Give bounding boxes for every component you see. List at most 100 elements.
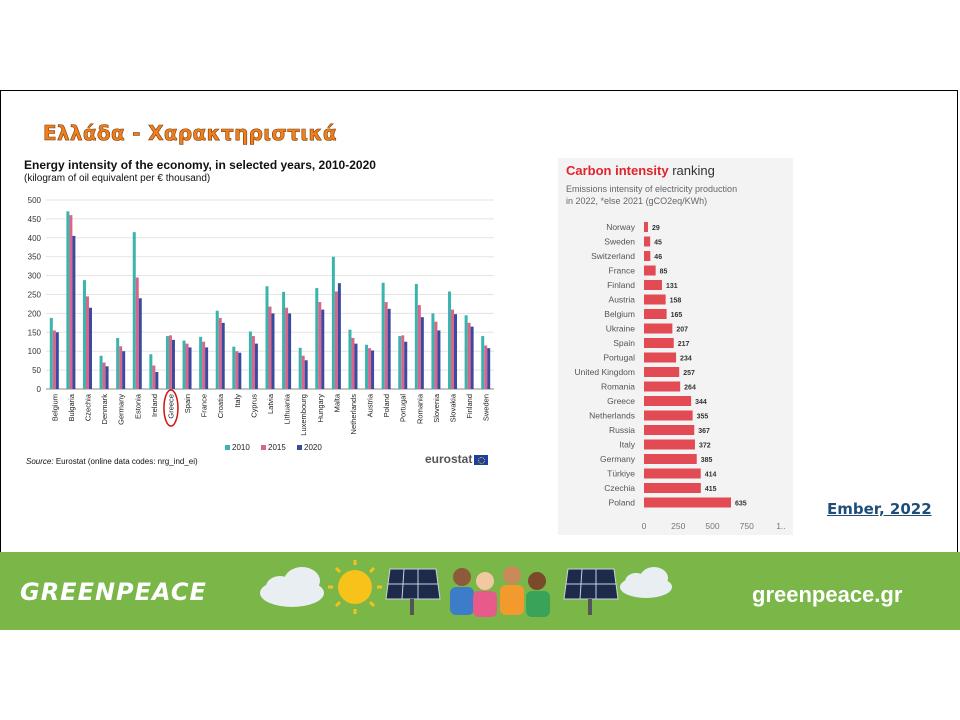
greenpeace-logo: GREENPEACE [20, 578, 207, 606]
carbon-bar [644, 497, 731, 508]
bar-2020 [171, 339, 175, 389]
value-label: 46 [654, 254, 662, 261]
bar-2010 [381, 282, 385, 389]
bar-2015 [119, 346, 123, 389]
bar-2010 [248, 331, 252, 389]
y-tick-label: 500 [28, 196, 42, 205]
carbon-chart-title: Carbon intensity ranking [566, 163, 715, 178]
y-tick-label: 350 [28, 253, 42, 262]
bar-2010 [282, 291, 286, 389]
bar-2020 [288, 313, 292, 389]
category-label: Czechia [604, 483, 635, 493]
category-label: France [609, 266, 636, 276]
value-label: 385 [701, 457, 713, 464]
value-label: 372 [699, 443, 711, 450]
x-tick-label: 250 [671, 521, 685, 530]
bar-2010 [82, 280, 86, 389]
bar-2010 [265, 286, 269, 389]
x-tick-label: Cyprus [249, 394, 258, 418]
eurostat-logo: eurostat [425, 452, 489, 466]
category-label: Spain [613, 338, 635, 348]
bar-2015 [185, 343, 189, 389]
bar-2015 [451, 309, 455, 389]
bar-2020 [387, 308, 391, 389]
greece-highlight-circle [163, 389, 179, 427]
category-label: Romania [601, 382, 635, 392]
x-tick-label: Spain [183, 394, 192, 413]
bar-2015 [301, 355, 305, 389]
ember-citation-link[interactable]: Ember, 2022 [827, 500, 932, 518]
bar-2015 [334, 291, 338, 389]
x-tick-label: Portugal [399, 394, 408, 422]
energy-chart-source: Source: Eurostat (online data codes: nrg… [26, 457, 198, 466]
bar-2010 [331, 256, 335, 389]
bar-2015 [202, 341, 206, 389]
bar-2015 [52, 330, 56, 389]
bar-2020 [205, 347, 209, 389]
slide-title: Ελλάδα - Χαρακτηριστικά [43, 121, 337, 146]
bar-2010 [132, 232, 136, 389]
x-tick-label: 1.. [776, 521, 785, 530]
bar-2015 [434, 321, 438, 389]
value-label: 635 [735, 501, 747, 508]
bar-2020 [404, 341, 408, 389]
carbon-bar [644, 454, 697, 464]
value-label: 131 [666, 283, 678, 290]
x-tick-label: Austria [366, 393, 375, 417]
bar-2010 [66, 211, 70, 389]
bar-2020 [487, 348, 491, 389]
value-label: 207 [676, 327, 688, 334]
carbon-title-accent: Carbon intensity [566, 163, 669, 178]
category-label: Netherlands [589, 411, 635, 421]
x-tick-label: Malta [332, 393, 341, 412]
category-label: Ukraine [606, 324, 636, 334]
category-label: Poland [609, 498, 636, 508]
carbon-intensity-chart: Norway 29 Sweden 45 Switzerland 46 France 85 Fin… [575, 222, 786, 530]
bar-2010 [149, 354, 153, 389]
carbon-bar [644, 381, 681, 392]
x-tick-label: Hungary [316, 394, 325, 423]
cloud-icon [620, 567, 672, 598]
x-tick-label: Poland [382, 394, 391, 417]
bar-2010 [232, 346, 236, 389]
bar-2020 [271, 313, 275, 389]
energy-chart-title: Energy intensity of the economy, in sele… [24, 158, 376, 172]
x-tick-label: Estonia [133, 393, 142, 419]
category-label: Finland [607, 280, 635, 290]
slide-frame [0, 90, 958, 630]
carbon-subtitle-line2: in 2022, *else 2021 (gCO2eq/KWh) [566, 196, 708, 206]
bar-2020 [470, 326, 474, 389]
footer-illustration [260, 560, 672, 617]
x-tick-label: Slovenia [432, 393, 441, 423]
bar-2015 [384, 302, 388, 389]
solar-panel-icon [563, 568, 619, 615]
x-tick-label: Romania [415, 393, 424, 424]
legend-swatch [297, 445, 302, 450]
y-tick-label: 200 [28, 309, 42, 318]
energy-chart-subtitle: (kilogram of oil equivalent per € thousa… [24, 173, 211, 184]
category-label: Germany [600, 454, 636, 464]
value-label: 217 [678, 341, 690, 348]
bar-2020 [55, 332, 59, 389]
bar-2015 [417, 305, 421, 389]
bar-2020 [254, 343, 258, 389]
bar-2010 [49, 317, 53, 389]
sun-icon [328, 560, 382, 614]
bar-2020 [155, 371, 159, 389]
bar-2010 [464, 315, 468, 389]
carbon-bar [644, 439, 695, 450]
carbon-bar [644, 352, 677, 363]
x-tick-label: Denmark [100, 394, 109, 425]
chart-legend: 2010 2015 2020 [225, 443, 322, 452]
carbon-bar [644, 468, 701, 479]
bar-2010 [398, 336, 402, 389]
x-tick-label: Sweden [482, 394, 491, 421]
bar-2015 [368, 348, 372, 389]
bar-2015 [318, 302, 322, 389]
bar-2020 [122, 351, 126, 389]
bar-2010 [448, 291, 452, 389]
value-label: 355 [697, 414, 709, 421]
carbon-bar [644, 265, 656, 276]
bar-2015 [85, 296, 89, 389]
y-tick-label: 300 [28, 272, 42, 281]
